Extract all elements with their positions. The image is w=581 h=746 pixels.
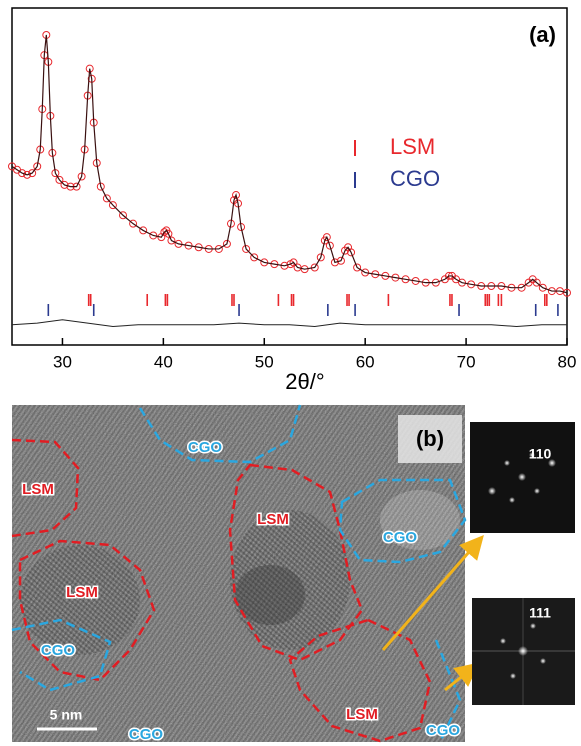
panel-label: (b): [416, 426, 444, 451]
observed-point: [55, 175, 64, 184]
x-tick-label: 40: [154, 352, 173, 371]
observed-point: [316, 253, 325, 262]
observed-point: [232, 191, 241, 200]
region-label: CGO: [426, 722, 461, 739]
observed-point: [222, 239, 231, 248]
observed-point: [167, 236, 176, 245]
observed-point: [164, 229, 173, 238]
observed-point: [60, 180, 69, 189]
plot-frame: [11, 7, 568, 346]
observed-point: [18, 169, 27, 178]
observed-point: [33, 162, 42, 171]
observed-point: [347, 248, 356, 257]
region-label: LSM: [66, 584, 98, 601]
observed-point: [538, 283, 547, 292]
inset-label: 110: [529, 446, 552, 462]
observed-point: [353, 263, 362, 272]
x-tick-label: 30: [53, 352, 72, 371]
panel-label: (a): [529, 22, 556, 47]
observed-point: [336, 256, 345, 265]
inset-label: 111: [529, 605, 551, 621]
fit-line: [11, 34, 568, 294]
scale-bar-label: 5 nm: [50, 707, 83, 723]
observed-point: [325, 241, 334, 250]
observed-point: [149, 231, 158, 240]
observed-point: [563, 288, 571, 297]
plot-area: 30 40 50 60 70 80: [8, 30, 577, 371]
region-label: LSM: [22, 481, 54, 498]
observed-point: [452, 275, 460, 284]
region-label: LSM: [346, 706, 378, 723]
observed-point: [102, 194, 111, 203]
difference-line: [11, 319, 567, 327]
observed-point: [139, 226, 148, 235]
legend-label: LSM: [390, 134, 435, 159]
observed-point: [330, 258, 339, 267]
x-tick-label: 50: [255, 352, 274, 371]
fft-inset: [470, 422, 575, 705]
region-label: CGO: [41, 642, 76, 659]
tem-image: [11, 404, 484, 743]
observed-point: [108, 201, 117, 210]
observed-point: [28, 169, 37, 178]
observed-point: [458, 278, 467, 287]
observed-point: [322, 233, 331, 242]
region-label: CGO: [383, 529, 418, 546]
x-tick-label: 60: [356, 352, 375, 371]
observed-point: [250, 253, 259, 262]
region-label: CGO: [188, 439, 223, 456]
region-label: CGO: [129, 726, 164, 743]
x-tick-label: 70: [457, 352, 476, 371]
observed-point: [129, 219, 138, 228]
observed-point: [532, 278, 541, 287]
observed-point: [242, 244, 251, 253]
legend-label: CGO: [390, 166, 440, 191]
observed-point: [23, 170, 32, 179]
observed-point: [119, 211, 127, 220]
observed-point: [289, 258, 298, 267]
region-label: LSM: [257, 511, 289, 528]
x-tick-label: 80: [558, 352, 577, 371]
x-axis-label: 2θ/°: [285, 369, 324, 394]
